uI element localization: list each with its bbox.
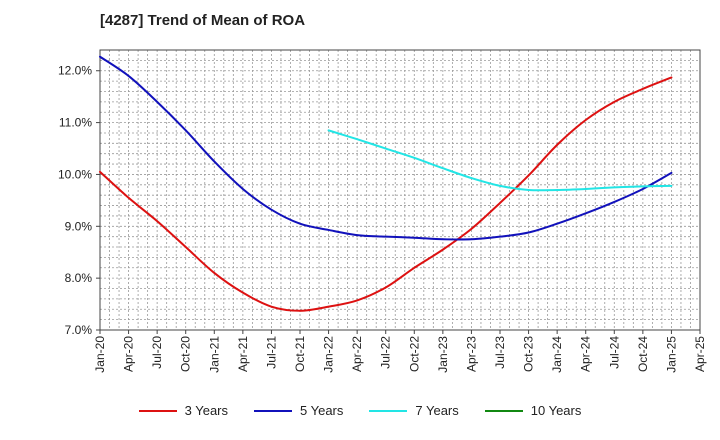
grid — [99, 49, 701, 331]
series-line-7-years — [327, 129, 673, 192]
series-line-3-years — [99, 76, 673, 312]
y-tick-label: 12.0% — [58, 64, 92, 78]
y-tick-label: 7.0% — [65, 323, 93, 337]
x-tick-labels: Jan-20 Apr-20 Jul-20 Oct-20 Jan-21 Apr-21 Jul-… — [93, 336, 707, 373]
x-tick-label: Oct-23 — [522, 336, 536, 372]
x-tick-label: Jul-21 — [264, 336, 278, 369]
line-chart: 7.0% 8.0% 9.0% 10.0% 11.0% 12.0% Jan-20 Apr-20… — [58, 49, 707, 373]
legend: 3 Years 5 Years 7 Years 10 Years — [0, 403, 720, 418]
x-tick-label: Jan-21 — [207, 336, 221, 373]
legend-label: 3 Years — [184, 403, 228, 418]
x-tick-label: Apr-25 — [693, 336, 707, 372]
x-tick-label: Apr-24 — [579, 336, 593, 372]
x-tick-label: Jul-20 — [150, 336, 164, 369]
y-tick-label: 9.0% — [65, 219, 93, 233]
legend-item-3-years: 3 Years — [138, 403, 228, 418]
x-tick-label: Jan-23 — [436, 336, 450, 373]
x-tick-label: Jan-20 — [93, 336, 107, 373]
x-tick-label: Jul-24 — [607, 336, 621, 369]
plot-area — [100, 50, 700, 330]
x-tick-label: Apr-22 — [350, 336, 364, 372]
x-tick-label: Oct-21 — [293, 336, 307, 372]
series-lines — [99, 55, 673, 312]
x-tick-label: Jul-22 — [379, 336, 393, 369]
series-line-5-years — [99, 55, 673, 241]
x-tick-label: Apr-23 — [464, 336, 478, 372]
x-tick-label: Oct-24 — [636, 336, 650, 372]
legend-label: 10 Years — [530, 403, 582, 418]
legend-item-7-years: 7 Years — [369, 403, 459, 418]
legend-swatch — [138, 409, 177, 412]
legend-label: 5 Years — [300, 403, 344, 418]
y-tick-label: 8.0% — [65, 271, 93, 285]
x-tick-label: Oct-22 — [407, 336, 421, 372]
y-tick-label: 11.0% — [59, 116, 92, 130]
legend-label: 7 Years — [415, 403, 459, 418]
legend-swatch — [369, 409, 408, 412]
legend-item-5-years: 5 Years — [254, 403, 343, 418]
legend-item-10-years: 10 Years — [484, 403, 582, 418]
axes — [96, 49, 701, 334]
x-tick-label: Jan-25 — [664, 336, 678, 373]
chart-title: [4287] Trend of Mean of ROA — [100, 12, 306, 29]
legend-swatch — [484, 409, 523, 412]
x-tick-label: Jul-23 — [493, 336, 507, 369]
x-tick-label: Apr-20 — [122, 336, 136, 372]
x-tick-label: Apr-21 — [236, 336, 250, 372]
x-tick-label: Jan-24 — [550, 336, 564, 373]
y-tick-label: 10.0% — [58, 167, 92, 181]
y-tick-labels: 7.0% 8.0% 9.0% 10.0% 11.0% 12.0% — [58, 64, 92, 337]
legend-swatch — [254, 409, 292, 412]
x-tick-label: Jan-22 — [322, 336, 336, 373]
x-tick-label: Oct-20 — [179, 336, 193, 372]
plot-frame — [99, 49, 701, 331]
